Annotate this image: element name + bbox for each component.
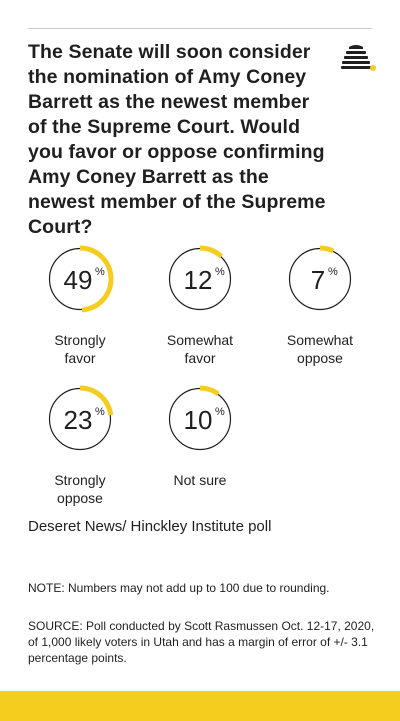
percent-value: 23 — [64, 405, 93, 435]
donut-gauge: 10% — [168, 385, 232, 451]
gauge-value-arc — [199, 385, 220, 397]
poll-question: The Senate will soon consider the nomina… — [28, 41, 326, 238]
result-label-line: Somewhat — [166, 332, 234, 348]
result-label: Not sure — [145, 471, 255, 489]
donut-gauge: 23% — [48, 385, 114, 451]
result-item: 10% Not sure — [145, 380, 255, 540]
percent-value: 49 — [64, 265, 93, 295]
result-label-line: Somewhat — [286, 332, 354, 348]
result-label-line: favor — [184, 350, 216, 366]
result-label-line: oppose — [57, 490, 103, 506]
percent-symbol: % — [95, 406, 105, 418]
percent-symbol: % — [95, 266, 105, 278]
percent-value: 7 — [311, 265, 325, 295]
percent-value: 12 — [184, 265, 213, 295]
result-label-line: Not sure — [173, 472, 227, 488]
rounding-note: NOTE: Numbers may not add up to 100 due … — [28, 581, 330, 595]
gauge-value-arc — [199, 245, 223, 259]
beehive-icon — [341, 45, 376, 71]
result-label-line: favor — [64, 350, 96, 366]
result-label-line: Strongly — [54, 332, 106, 348]
gauge-value-arc — [79, 245, 114, 313]
result-item: 49% Strongly favor — [25, 240, 135, 400]
result-label: Somewhat oppose — [265, 331, 375, 367]
donut-gauge: 12% — [168, 245, 232, 311]
percent-value: 10 — [184, 405, 213, 435]
result-label: Strongly favor — [25, 331, 135, 367]
footer-accent-bar — [0, 691, 400, 721]
result-label: Strongly oppose — [25, 471, 135, 507]
percent-symbol: % — [215, 406, 225, 418]
gauge-value-arc — [79, 385, 114, 416]
donut-gauge: 7% — [288, 245, 352, 311]
result-label-line: Strongly — [54, 472, 106, 488]
donut-gauge: 49% — [48, 245, 114, 313]
percent-symbol: % — [215, 266, 225, 278]
result-item: 7% Somewhat oppose — [265, 240, 375, 400]
gauge-value-arc — [319, 245, 335, 254]
result-label: Somewhat favor — [145, 331, 255, 367]
result-label-line: oppose — [297, 350, 343, 366]
poll-source: SOURCE: Poll conducted by Scott Rasmusse… — [28, 619, 375, 665]
top-divider — [28, 28, 372, 29]
poll-source-title: Deseret News/ Hinckley Institute poll — [28, 518, 272, 535]
result-item: 12% Somewhat favor — [145, 240, 255, 400]
result-item: 23% Strongly oppose — [25, 380, 135, 540]
percent-symbol: % — [328, 266, 338, 278]
